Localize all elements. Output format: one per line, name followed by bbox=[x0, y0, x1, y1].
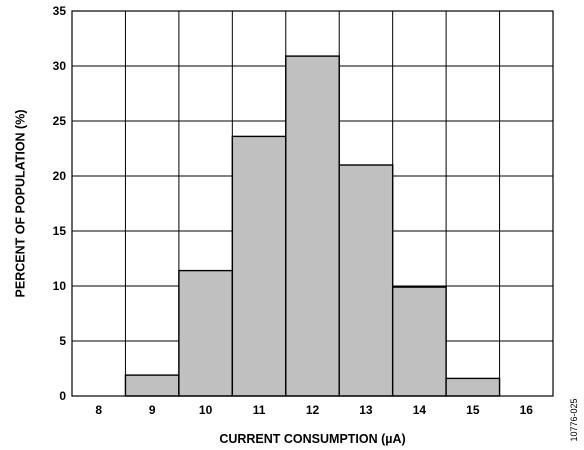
x-tick-label: 16 bbox=[520, 403, 534, 417]
x-tick-label: 13 bbox=[359, 403, 373, 417]
x-axis-label: CURRENT CONSUMPTION (µA) bbox=[219, 432, 405, 446]
bar-9 bbox=[124, 374, 180, 397]
y-tick-label: 25 bbox=[53, 114, 67, 128]
bar-11 bbox=[231, 135, 287, 397]
x-tick-label: 10 bbox=[199, 403, 213, 417]
y-tick-label: 35 bbox=[53, 4, 67, 18]
x-tick-label: 9 bbox=[149, 403, 156, 417]
x-tick-label: 12 bbox=[306, 403, 320, 417]
bars bbox=[124, 55, 501, 397]
y-axis-label: PERCENT OF POPULATION (%) bbox=[13, 110, 27, 298]
x-tick-label: 14 bbox=[413, 403, 427, 417]
x-tick-label: 15 bbox=[466, 403, 480, 417]
bar-15 bbox=[445, 377, 501, 397]
y-tick-label: 30 bbox=[53, 59, 67, 73]
x-tick-label: 8 bbox=[95, 403, 102, 417]
x-tick-labels: 8 9 10 11 12 13 14 15 16 bbox=[95, 403, 533, 417]
bar-12 bbox=[285, 55, 340, 397]
y-tick-label: 20 bbox=[53, 169, 67, 183]
y-tick-label: 5 bbox=[59, 334, 66, 348]
x-tick-label: 11 bbox=[253, 403, 266, 417]
bar-14 bbox=[391, 286, 447, 397]
y-tick-label: 10 bbox=[53, 279, 67, 293]
figure-id: 10776-025 bbox=[569, 398, 579, 441]
bar-10 bbox=[178, 269, 234, 397]
y-tick-labels: 0 5 10 15 20 25 30 35 bbox=[53, 4, 67, 403]
plot-frame bbox=[71, 10, 554, 397]
bar-13 bbox=[338, 164, 394, 397]
y-tick-label: 0 bbox=[59, 389, 66, 403]
y-tick-label: 15 bbox=[53, 224, 67, 238]
